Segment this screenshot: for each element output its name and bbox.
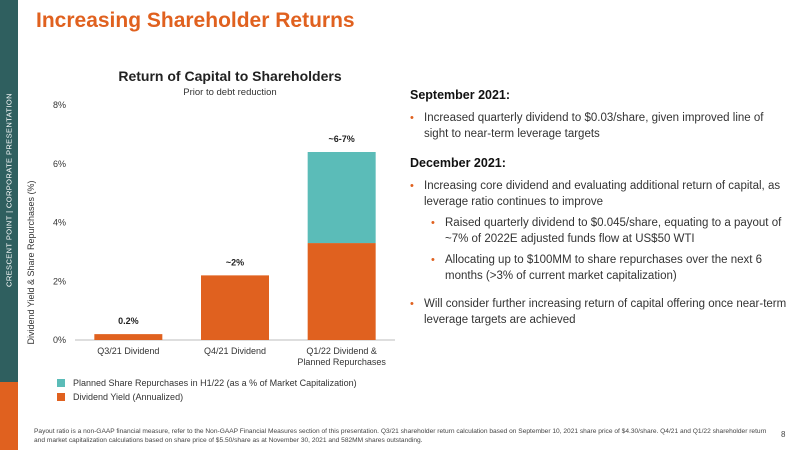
- bullet-dec-2: • Raised quarterly dividend to $0.045/sha…: [410, 215, 790, 247]
- side-label: CRESCENT POINT | CORPORATE PRESENTATION: [4, 93, 14, 287]
- legend-swatch-dividend: [57, 393, 65, 401]
- bar-dividend-1: [201, 275, 269, 340]
- x-tick-label: Planned Repurchases: [297, 357, 386, 367]
- x-tick-label: Q1/22 Dividend &: [306, 346, 377, 356]
- legend-item-repurchases: Planned Share Repurchases in H1/22 (as a…: [57, 376, 357, 390]
- bullet-dot-icon: •: [410, 112, 414, 124]
- bullet-dot-icon: •: [431, 254, 435, 266]
- legend-label-dividend: Dividend Yield (Annualized): [73, 392, 184, 402]
- bullet-dec-3: • Allocating up to $100MM to share repurc…: [410, 252, 790, 284]
- bullet-text: Increased quarterly dividend to $0.03/sh…: [424, 112, 764, 140]
- bullet-text: Increasing core dividend and evaluating …: [424, 180, 781, 208]
- y-tick-label: 8%: [53, 100, 66, 110]
- bar-repurchases-2: [307, 152, 376, 244]
- y-axis-title: Dividend Yield & Share Repurchases (%): [26, 180, 36, 344]
- y-tick-label: 2%: [53, 276, 66, 286]
- x-tick-label: Q4/21 Dividend: [204, 346, 266, 356]
- bullet-sep-1: • Increased quarterly dividend to $0.03/s…: [410, 110, 790, 142]
- bullet-dot-icon: •: [410, 180, 414, 192]
- data-label: ~2%: [226, 257, 244, 267]
- bullet-dot-icon: •: [431, 217, 435, 229]
- section-heading-december: December 2021:: [410, 156, 506, 170]
- section-heading-september: September 2021:: [410, 88, 511, 102]
- data-label: 0.2%: [118, 316, 139, 326]
- bar-dividend-2: [307, 243, 376, 340]
- commentary-panel: September 2021: • Increased quarterly div…: [410, 88, 790, 333]
- bullet-dot-icon: •: [410, 298, 414, 310]
- y-tick-label: 4%: [53, 218, 66, 228]
- chart-title: Return of Capital to Shareholders: [118, 68, 342, 84]
- data-label: ~6-7%: [329, 134, 355, 144]
- side-bar: [0, 0, 18, 450]
- bullet-text: Raised quarterly dividend to $0.045/shar…: [445, 217, 782, 245]
- chart-legend: Planned Share Repurchases in H1/22 (as a…: [57, 376, 357, 404]
- side-bar-accent: [0, 382, 18, 450]
- bullet-text: Allocating up to $100MM to share repurch…: [445, 254, 763, 282]
- page-title: Increasing Shareholder Returns: [36, 9, 355, 32]
- y-tick-label: 0%: [53, 335, 66, 345]
- x-tick-label: Q3/21 Dividend: [97, 346, 159, 356]
- legend-label-repurchases: Planned Share Repurchases in H1/22 (as a…: [73, 378, 357, 388]
- footnote: Payout ratio is a non-GAAP financial mea…: [34, 428, 767, 444]
- bullet-dec-4: • Will consider further increasing return…: [410, 296, 790, 328]
- page-number: 8: [781, 430, 786, 439]
- bar-dividend-0: [94, 334, 163, 340]
- y-tick-label: 6%: [53, 159, 66, 169]
- chart-subtitle: Prior to debt reduction: [183, 87, 277, 98]
- legend-swatch-repurchases: [57, 379, 65, 387]
- bullet-dec-1: • Increasing core dividend and evaluating…: [410, 178, 790, 210]
- bullet-text: Will consider further increasing return …: [424, 298, 787, 326]
- bar-chart: Dividend Yield & Share Repurchases (%) 0%…: [26, 100, 395, 367]
- legend-item-dividend: Dividend Yield (Annualized): [57, 390, 357, 404]
